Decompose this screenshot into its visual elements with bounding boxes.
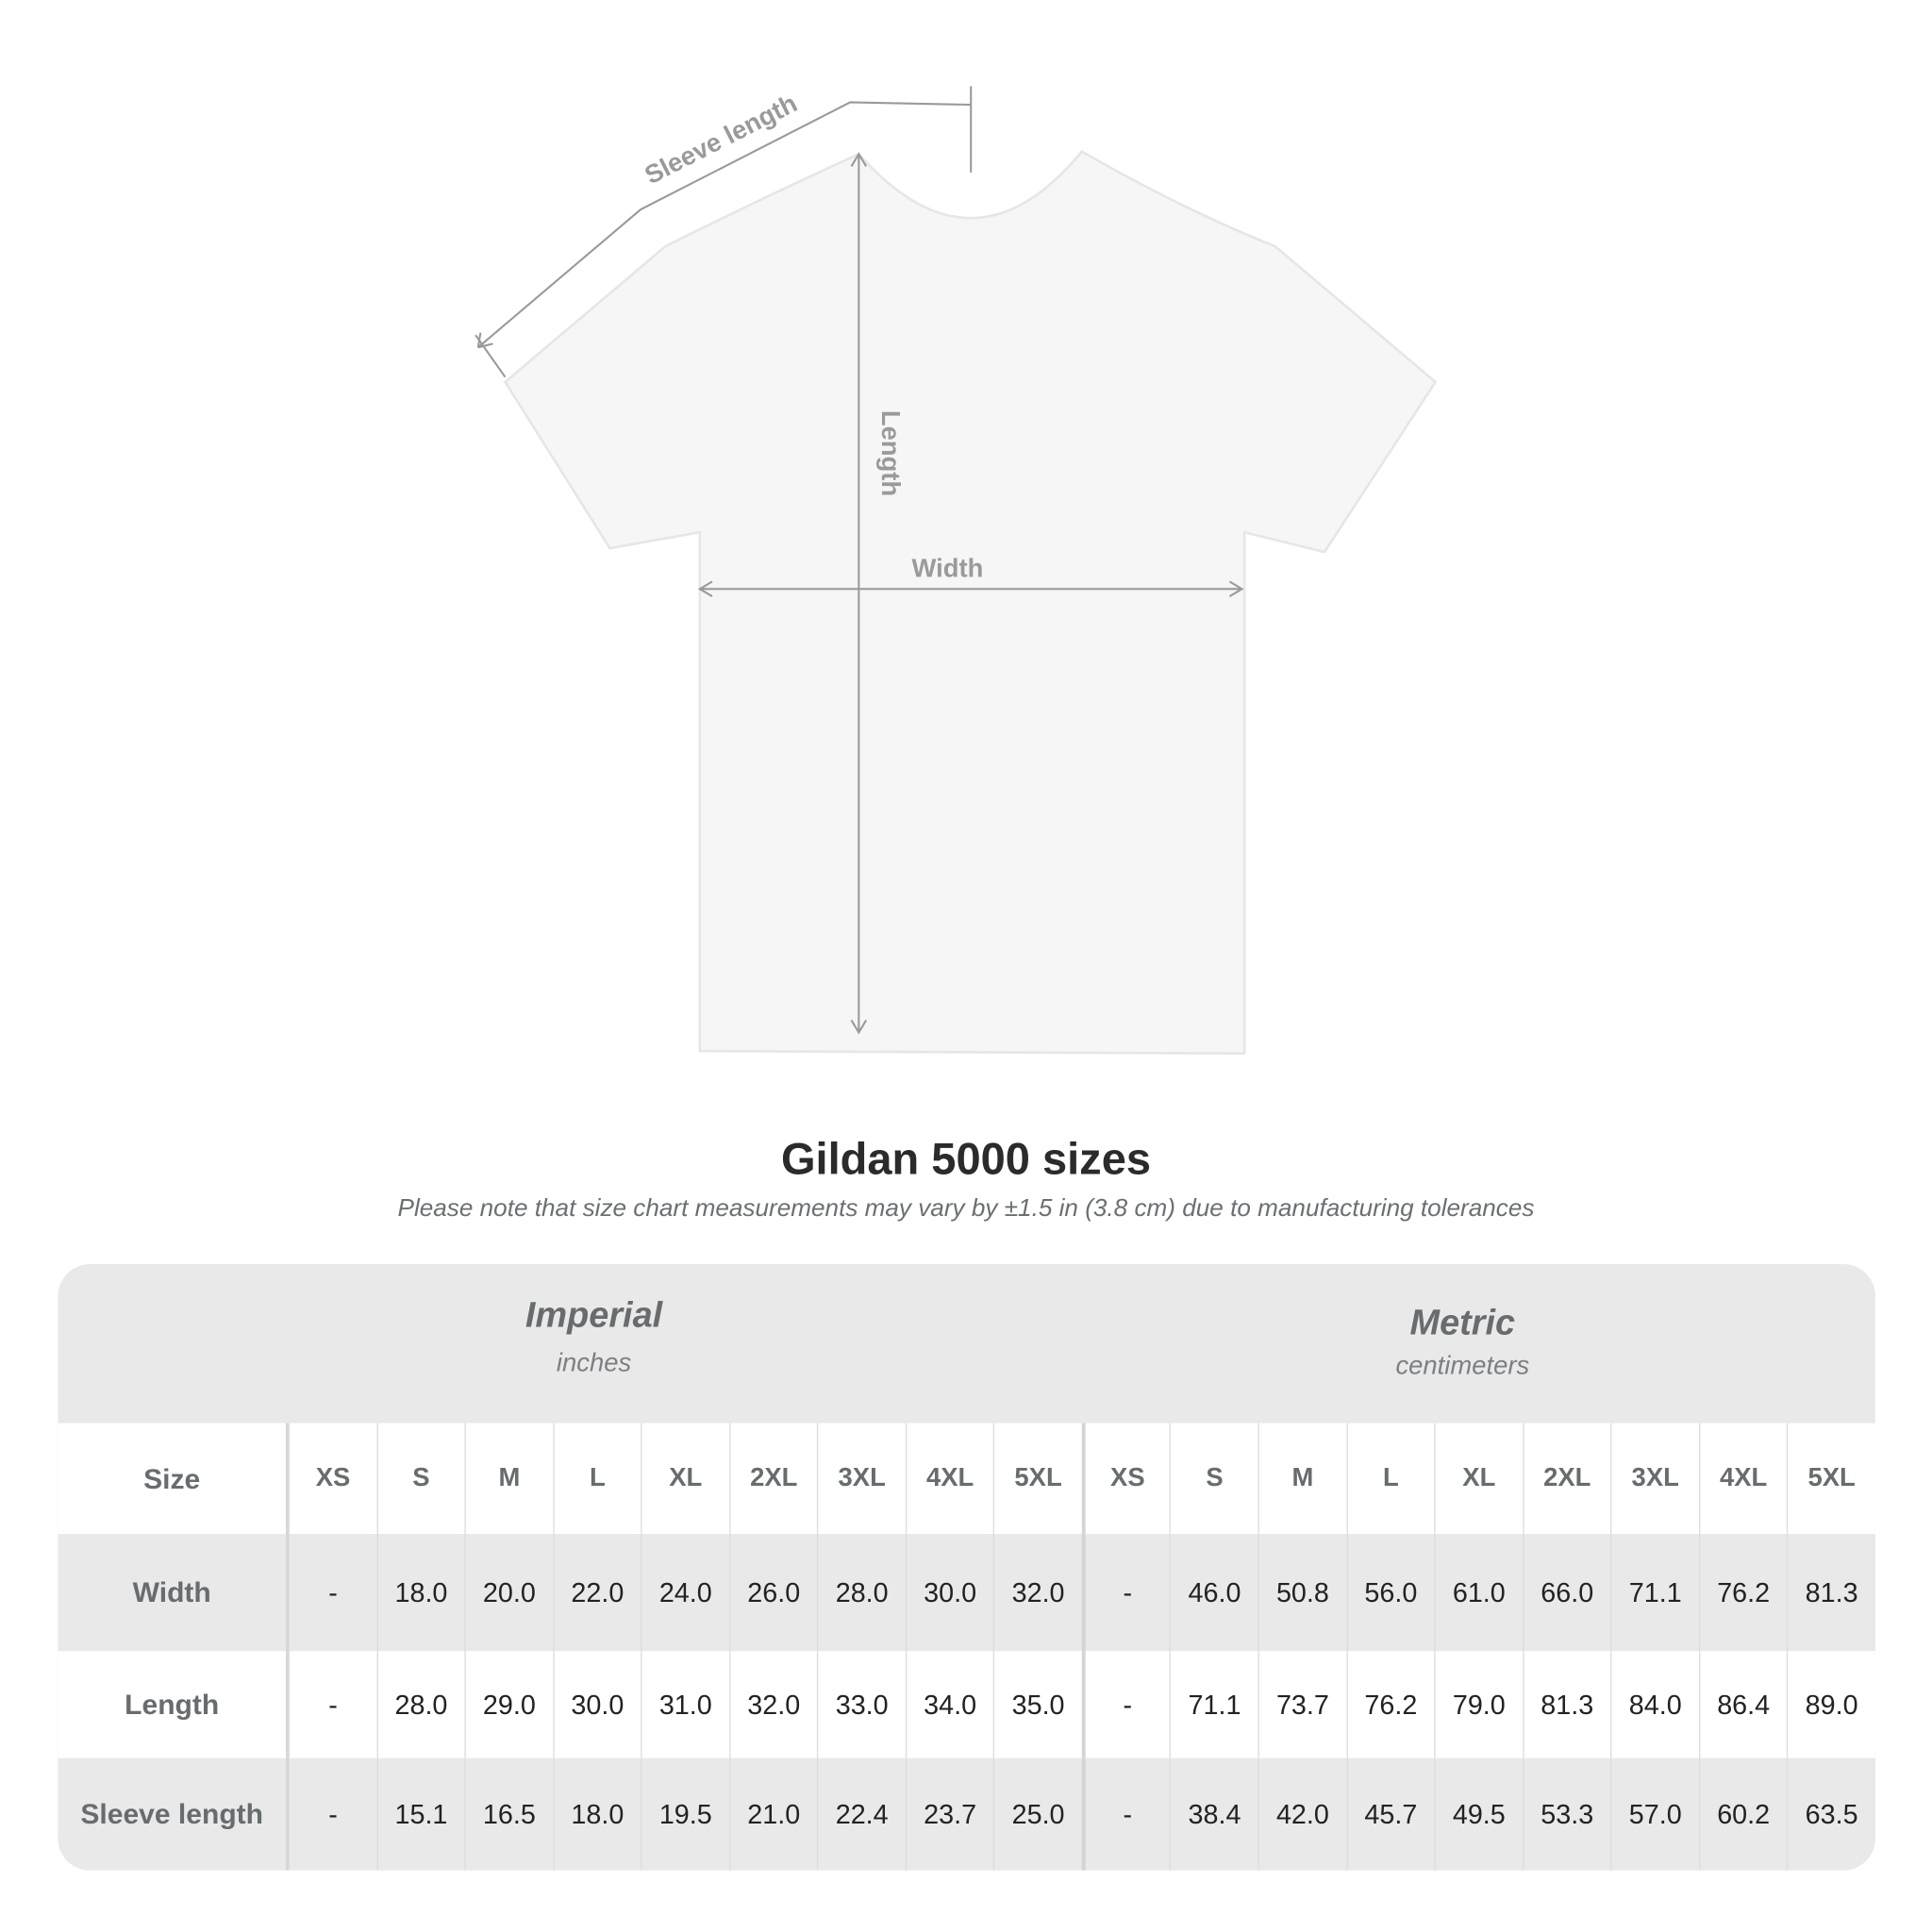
value-cell: 60.2 xyxy=(1698,1757,1787,1871)
value-cell: 30.0 xyxy=(905,1534,993,1652)
value-cell: 20.0 xyxy=(464,1534,553,1652)
value-cell: 53.3 xyxy=(1522,1757,1610,1871)
table-row: Sleeve length -15.1 16.5 18.0 19.5 21.0 22.4 23… xyxy=(58,1757,1875,1871)
size-header-cell: 2XL xyxy=(728,1423,817,1535)
value-cell: 19.5 xyxy=(641,1757,728,1871)
size-table: Imperial inches Metric centimeters Size … xyxy=(58,1264,1875,1871)
size-header-cell: L xyxy=(552,1423,641,1535)
row-label: Sleeve length xyxy=(58,1757,289,1871)
value-cell: - xyxy=(1081,1757,1170,1871)
value-cell: 71.1 xyxy=(1170,1651,1257,1758)
size-header-cell: L xyxy=(1345,1423,1434,1535)
value-cell: 56.0 xyxy=(1345,1534,1434,1652)
size-row: Size XS S M L XL 2XL 3XL 4XL 5XL XS S M L XL 2XL 3XL 4XL… xyxy=(58,1423,1875,1535)
value-cell: 15.1 xyxy=(376,1757,464,1871)
metric-header: Metric centimeters xyxy=(1216,1304,1708,1381)
value-cell: 28.0 xyxy=(817,1534,905,1652)
size-header-cell: 5XL xyxy=(993,1423,1081,1535)
value-cell: 32.0 xyxy=(728,1651,817,1758)
size-header-cell: 3XL xyxy=(817,1423,905,1535)
value-cell: 28.0 xyxy=(376,1651,464,1758)
size-header-cell: 4XL xyxy=(1698,1423,1787,1535)
value-cell: 84.0 xyxy=(1610,1651,1698,1758)
imperial-header: Imperial inches xyxy=(347,1296,840,1379)
value-cell: 86.4 xyxy=(1698,1651,1787,1758)
value-cell: 81.3 xyxy=(1787,1534,1874,1652)
size-header-cell: XS xyxy=(1081,1423,1170,1535)
value-cell: 29.0 xyxy=(464,1651,553,1758)
value-cell: 61.0 xyxy=(1434,1534,1522,1652)
value-cell: 31.0 xyxy=(641,1651,728,1758)
size-header-cell: 2XL xyxy=(1522,1423,1610,1535)
value-cell: 79.0 xyxy=(1434,1651,1522,1758)
width-label: Width xyxy=(912,553,984,582)
size-header-cell: XL xyxy=(1434,1423,1522,1535)
value-cell: 76.2 xyxy=(1698,1534,1787,1652)
size-header-cell: 5XL xyxy=(1787,1423,1874,1535)
value-cell: 32.0 xyxy=(993,1534,1081,1652)
value-cell: 57.0 xyxy=(1610,1757,1698,1871)
size-header-cell: 4XL xyxy=(905,1423,993,1535)
size-header-cell: M xyxy=(464,1423,553,1535)
metric-label: Metric xyxy=(1409,1303,1516,1343)
chart-title: Gildan 5000 sizes xyxy=(780,1133,1151,1185)
metric-unit: centimeters xyxy=(1395,1351,1530,1380)
sleeve-length-arrow xyxy=(475,86,973,378)
value-cell: 71.1 xyxy=(1610,1534,1698,1652)
imperial-label: Imperial xyxy=(525,1296,663,1336)
length-label: Length xyxy=(876,410,906,496)
value-cell: 22.4 xyxy=(817,1757,905,1871)
value-cell: 76.2 xyxy=(1345,1651,1434,1758)
value-cell: 26.0 xyxy=(728,1534,817,1652)
tshirt-shape xyxy=(503,149,1438,1056)
value-cell: 34.0 xyxy=(905,1651,993,1758)
value-cell: 81.3 xyxy=(1522,1651,1610,1758)
value-cell: 38.4 xyxy=(1170,1757,1257,1871)
value-cell: 22.0 xyxy=(552,1534,641,1652)
tshirt-diagram: Sleeve length Length Width xyxy=(475,86,1438,1056)
imperial-unit: inches xyxy=(556,1349,632,1378)
width-arrow xyxy=(697,580,1244,598)
size-label: Size xyxy=(58,1423,289,1535)
value-cell: 35.0 xyxy=(993,1651,1081,1758)
row-label: Width xyxy=(58,1534,289,1652)
size-header-cell: XS xyxy=(288,1423,376,1535)
value-cell: - xyxy=(1081,1651,1170,1758)
value-cell: 49.5 xyxy=(1434,1757,1522,1871)
size-header-cell: 3XL xyxy=(1610,1423,1698,1535)
value-cell: 16.5 xyxy=(464,1757,553,1871)
value-cell: 73.7 xyxy=(1257,1651,1346,1758)
value-cell: 30.0 xyxy=(552,1651,641,1758)
units-header: Imperial inches Metric centimeters xyxy=(58,1264,1874,1423)
size-header-cell: XL xyxy=(641,1423,728,1535)
tolerance-note: Please note that size chart measurements… xyxy=(397,1194,1535,1223)
value-cell: 63.5 xyxy=(1787,1757,1874,1871)
table-row: Width -18.0 20.0 22.0 24.0 26.0 28.0 30.0 32.0-4… xyxy=(58,1534,1875,1652)
value-cell: 45.7 xyxy=(1345,1757,1434,1871)
value-cell: 21.0 xyxy=(728,1757,817,1871)
value-cell: - xyxy=(1081,1534,1170,1652)
value-cell: - xyxy=(288,1534,376,1652)
size-header-cell: S xyxy=(1170,1423,1257,1535)
length-arrow xyxy=(850,152,868,1035)
value-cell: - xyxy=(288,1757,376,1871)
value-cell: - xyxy=(288,1651,376,1758)
value-cell: 23.7 xyxy=(905,1757,993,1871)
value-cell: 25.0 xyxy=(993,1757,1081,1871)
value-cell: 18.0 xyxy=(376,1534,464,1652)
value-cell: 33.0 xyxy=(817,1651,905,1758)
table-row: Length -28.0 29.0 30.0 31.0 32.0 33.0 34.0 35.0-… xyxy=(58,1651,1875,1758)
row-label: Length xyxy=(58,1651,289,1758)
value-cell: 42.0 xyxy=(1257,1757,1346,1871)
value-cell: 18.0 xyxy=(552,1757,641,1871)
size-header-cell: S xyxy=(376,1423,464,1535)
value-cell: 50.8 xyxy=(1257,1534,1346,1652)
size-header-cell: M xyxy=(1257,1423,1346,1535)
value-cell: 46.0 xyxy=(1170,1534,1257,1652)
value-cell: 89.0 xyxy=(1787,1651,1874,1758)
value-cell: 66.0 xyxy=(1522,1534,1610,1652)
value-cell: 24.0 xyxy=(641,1534,728,1652)
